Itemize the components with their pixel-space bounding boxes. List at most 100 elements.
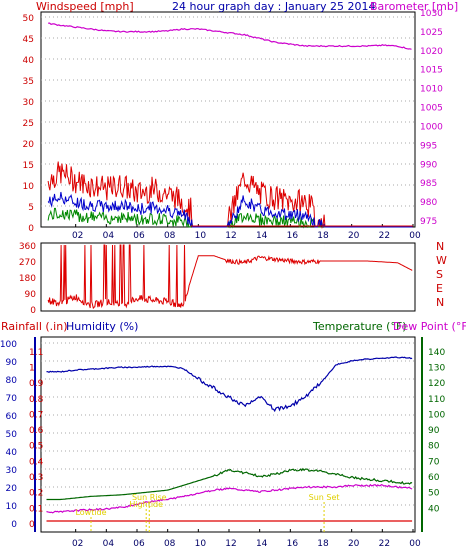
dewpoint-axis-title: Dew Point (°F) — [393, 320, 466, 333]
x-tick-label: 10 — [195, 539, 207, 549]
x-tick-label: 04 — [103, 231, 115, 241]
humidity-tick-label: 60 — [6, 412, 18, 422]
dewpoint-line — [46, 483, 413, 514]
x-tick-label: 06 — [133, 231, 145, 241]
x-tick-label: 02 — [72, 539, 83, 549]
barometer-tick-label: 1015 — [420, 66, 443, 76]
humidity-tick-label: 30 — [6, 466, 18, 476]
humidity-tick-label: 100 — [0, 340, 17, 350]
wind-tick-label: 10 — [23, 182, 35, 192]
rainfall-tick-label: 0.4 — [29, 457, 44, 467]
barometer-tick-label: 990 — [420, 160, 437, 170]
humidity-tick-label: 70 — [6, 394, 18, 404]
rainfall-axis-title: Rainfall (.in) — [1, 320, 68, 333]
x-tick-label: 02 — [72, 231, 83, 241]
event-annotation-label: Sun Set — [309, 493, 340, 502]
barometer-tick-label: 1025 — [420, 28, 443, 38]
humidity-tick-label: 80 — [6, 376, 18, 386]
humidity-tick-label: 50 — [6, 430, 18, 440]
direction-tick-label: 360 — [19, 242, 36, 252]
x-tick-label: 22 — [379, 231, 390, 241]
rainfall-tick-label: 0.2 — [29, 489, 43, 499]
temperature-tick-label: 80 — [428, 442, 440, 452]
rainfall-tick-label: 0.3 — [29, 473, 43, 483]
barometer-tick-label: 1000 — [420, 122, 443, 132]
barometer-axis-title: Barometer [mb] — [370, 0, 458, 13]
temperature-tick-label: 50 — [428, 489, 440, 499]
direction-tick-label: 0 — [30, 306, 36, 316]
wind-tick-label: 50 — [23, 14, 35, 24]
rainfall-tick-label: 1.1 — [29, 348, 43, 358]
barometer-tick-label: 1020 — [420, 47, 443, 57]
barometer-tick-label: 1005 — [420, 104, 443, 114]
event-annotation-label: Lowtide — [75, 508, 106, 517]
event-annotation-label: Hightide — [129, 500, 163, 509]
windspeed-axis-title: Windspeed [mph] — [36, 0, 134, 13]
x-tick-label: 10 — [195, 231, 207, 241]
wind-tick-label: 5 — [28, 203, 34, 213]
x-tick-label: 20 — [348, 231, 360, 241]
barometer-tick-label: 980 — [420, 198, 437, 208]
x-tick-label: 22 — [379, 539, 390, 549]
temp-panel-frame — [40, 336, 416, 533]
avg-wind-line — [47, 191, 413, 228]
wind-tick-label: 15 — [23, 161, 34, 171]
x-tick-label: 14 — [256, 231, 268, 241]
rainfall-tick-label: 0.6 — [29, 426, 44, 436]
compass-label: N — [436, 240, 444, 253]
humidity-tick-label: 20 — [6, 484, 18, 494]
humidity-tick-label: 40 — [6, 448, 18, 458]
x-tick-label: 14 — [256, 539, 268, 549]
compass-label: S — [436, 268, 443, 281]
temperature-tick-label: 100 — [428, 410, 445, 420]
wind-tick-label: 20 — [23, 140, 35, 150]
rainfall-tick-label: 0.1 — [29, 504, 43, 514]
compass-label: W — [436, 254, 447, 267]
temperature-tick-label: 120 — [428, 379, 445, 389]
humidity-line — [46, 356, 413, 413]
wind-tick-label: 0 — [28, 224, 34, 234]
barometer-tick-label: 1010 — [420, 85, 443, 95]
temperature-tick-label: 110 — [428, 395, 445, 405]
x-tick-label: 08 — [164, 231, 176, 241]
humidity-tick-label: 10 — [6, 502, 18, 512]
temperature-axis-title: Temperature (°F) — [312, 320, 407, 333]
temperature-tick-label: 70 — [428, 457, 440, 467]
x-tick-label: 04 — [103, 539, 115, 549]
temperature-tick-label: 130 — [428, 363, 445, 373]
barometer-tick-label: 995 — [420, 141, 437, 151]
direction-tick-label: 180 — [19, 274, 36, 284]
wind-panel-frame — [40, 11, 416, 228]
x-tick-label: 08 — [164, 539, 176, 549]
wind-direction-line — [47, 244, 413, 310]
x-tick-label: 16 — [287, 539, 299, 549]
x-tick-label: 12 — [225, 231, 236, 241]
wind-tick-label: 45 — [23, 35, 34, 45]
rainfall-tick-label: 0.5 — [29, 442, 43, 452]
barometer-tick-label: 975 — [420, 217, 437, 227]
rainfall-tick-label: 0.9 — [29, 379, 44, 389]
wind-tick-label: 40 — [23, 56, 35, 66]
barometer-line — [48, 22, 412, 50]
compass-label: E — [436, 282, 443, 295]
temperature-tick-label: 60 — [428, 473, 440, 483]
wind-tick-label: 30 — [23, 98, 35, 108]
rainfall-tick-label: 0.7 — [29, 410, 43, 420]
humidity-tick-label: 0 — [11, 520, 17, 530]
direction-tick-label: 270 — [19, 258, 36, 268]
wind-tick-label: 25 — [23, 119, 34, 129]
temperature-tick-label: 40 — [428, 504, 440, 514]
chart-title: 24 hour graph day : January 25 2014 — [172, 0, 376, 13]
direction-tick-label: 90 — [25, 290, 37, 300]
humidity-axis-title: Humidity (%) — [66, 320, 138, 333]
compass-label: N — [436, 296, 444, 309]
rainfall-tick-label: 0 — [29, 520, 35, 530]
humidity-tick-label: 90 — [6, 358, 18, 368]
barometer-tick-label: 985 — [420, 179, 437, 189]
x-tick-label: 20 — [348, 539, 360, 549]
rainfall-tick-label: 1 — [29, 363, 35, 373]
temperature-tick-label: 140 — [428, 348, 445, 358]
event-annotation-label: Sun Rise — [132, 493, 167, 502]
x-tick-label: 00 — [409, 539, 421, 549]
